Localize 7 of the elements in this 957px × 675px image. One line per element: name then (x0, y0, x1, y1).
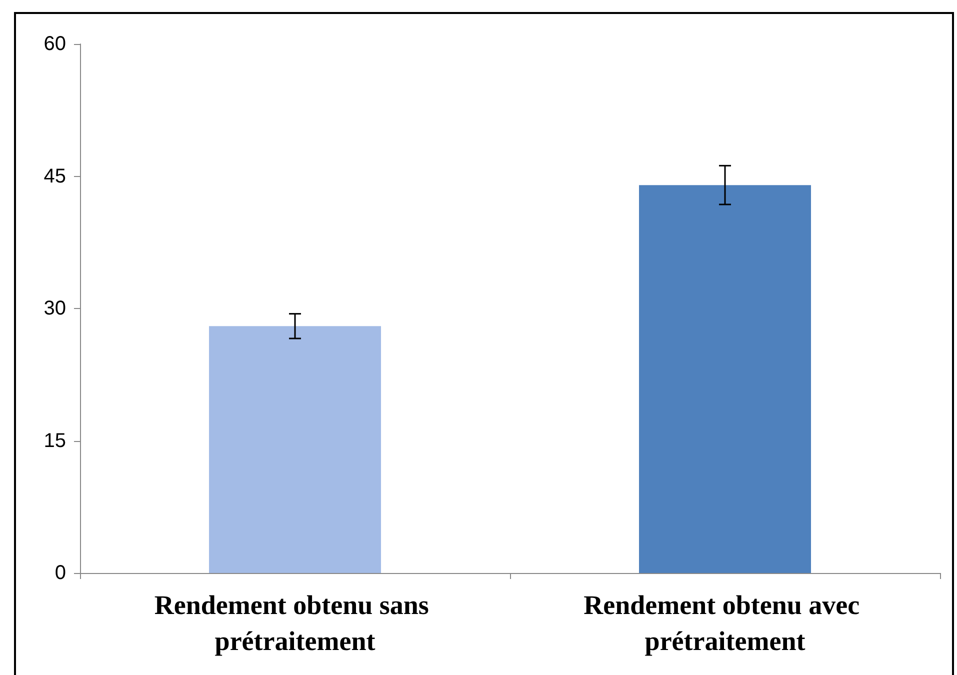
y-tick-label: 45 (44, 165, 66, 188)
y-tick-label: 0 (54, 562, 66, 584)
y-tick-label: 60 (44, 33, 66, 55)
x-tick-label: Rendement obtenu sans prétraitement (154, 590, 436, 656)
y-tick-label: 15 (44, 430, 66, 452)
y-tick-label: 30 (44, 298, 66, 320)
x-tick-label: Rendement obtenu avec prétraitement (584, 590, 866, 656)
